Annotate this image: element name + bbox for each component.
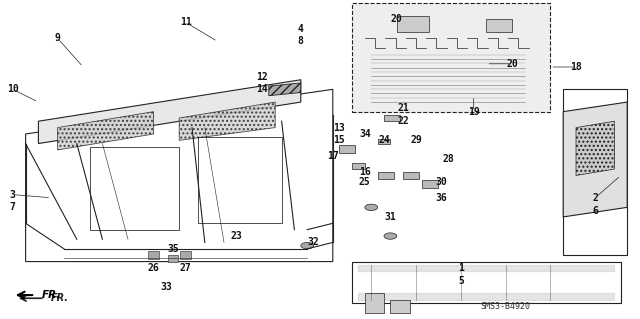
Text: 19: 19 [468,107,479,117]
Bar [180,251,191,259]
Bar [486,19,512,32]
Text: 12: 12 [257,71,268,82]
Circle shape [365,204,378,211]
Text: 29: 29 [410,135,422,145]
Text: 34: 34 [359,129,371,139]
Polygon shape [563,102,627,217]
Text: 16: 16 [359,167,371,177]
Text: 21: 21 [397,103,409,114]
Text: 24: 24 [378,135,390,145]
Polygon shape [576,121,614,175]
Text: 10: 10 [7,84,19,94]
Bar [378,172,394,179]
Text: 31: 31 [385,212,396,222]
Bar [403,172,419,179]
Text: 26: 26 [148,263,159,273]
Polygon shape [38,80,301,144]
Text: 6: 6 [592,205,598,216]
Text: 3: 3 [10,189,16,200]
Text: 20: 20 [506,59,518,69]
Text: 23: 23 [231,231,243,241]
Text: 13: 13 [333,122,345,133]
Text: 8: 8 [298,36,304,47]
Text: 30: 30 [436,177,447,187]
Text: 27: 27 [180,263,191,273]
Text: 5: 5 [458,276,464,286]
Text: 11: 11 [180,17,191,27]
Text: 7: 7 [10,202,16,212]
Text: 35: 35 [167,244,179,254]
Text: SMS3-B4920: SMS3-B4920 [480,302,530,311]
Circle shape [301,242,314,249]
Text: 1: 1 [458,263,464,273]
Bar [90,147,179,230]
Text: 4: 4 [298,24,304,34]
Text: 28: 28 [442,154,454,165]
Text: 2: 2 [592,193,598,203]
Bar [198,137,282,223]
Bar [339,145,355,153]
Text: FR.: FR. [42,290,61,300]
Bar [378,139,390,144]
Text: 32: 32 [308,237,319,248]
Text: 18: 18 [570,62,582,72]
Text: FR.: FR. [51,293,69,303]
Bar [384,115,400,121]
Text: 25: 25 [359,177,371,187]
Bar [168,255,178,262]
Text: 15: 15 [333,135,345,145]
Text: 17: 17 [327,151,339,161]
Text: 14: 14 [257,84,268,94]
Text: 33: 33 [161,282,172,292]
Circle shape [384,233,397,239]
Bar [397,16,429,32]
Text: 9: 9 [54,33,61,43]
Text: 20: 20 [391,14,403,24]
Text: 22: 22 [397,116,409,126]
Polygon shape [179,102,275,140]
Bar [563,89,627,255]
Text: 36: 36 [436,193,447,203]
Bar [352,3,550,112]
Bar [148,251,159,259]
Bar [365,293,384,313]
Bar [390,300,410,313]
Bar [352,262,621,303]
Bar [352,163,365,169]
Polygon shape [269,83,301,96]
Bar [422,180,438,188]
Polygon shape [58,112,154,150]
